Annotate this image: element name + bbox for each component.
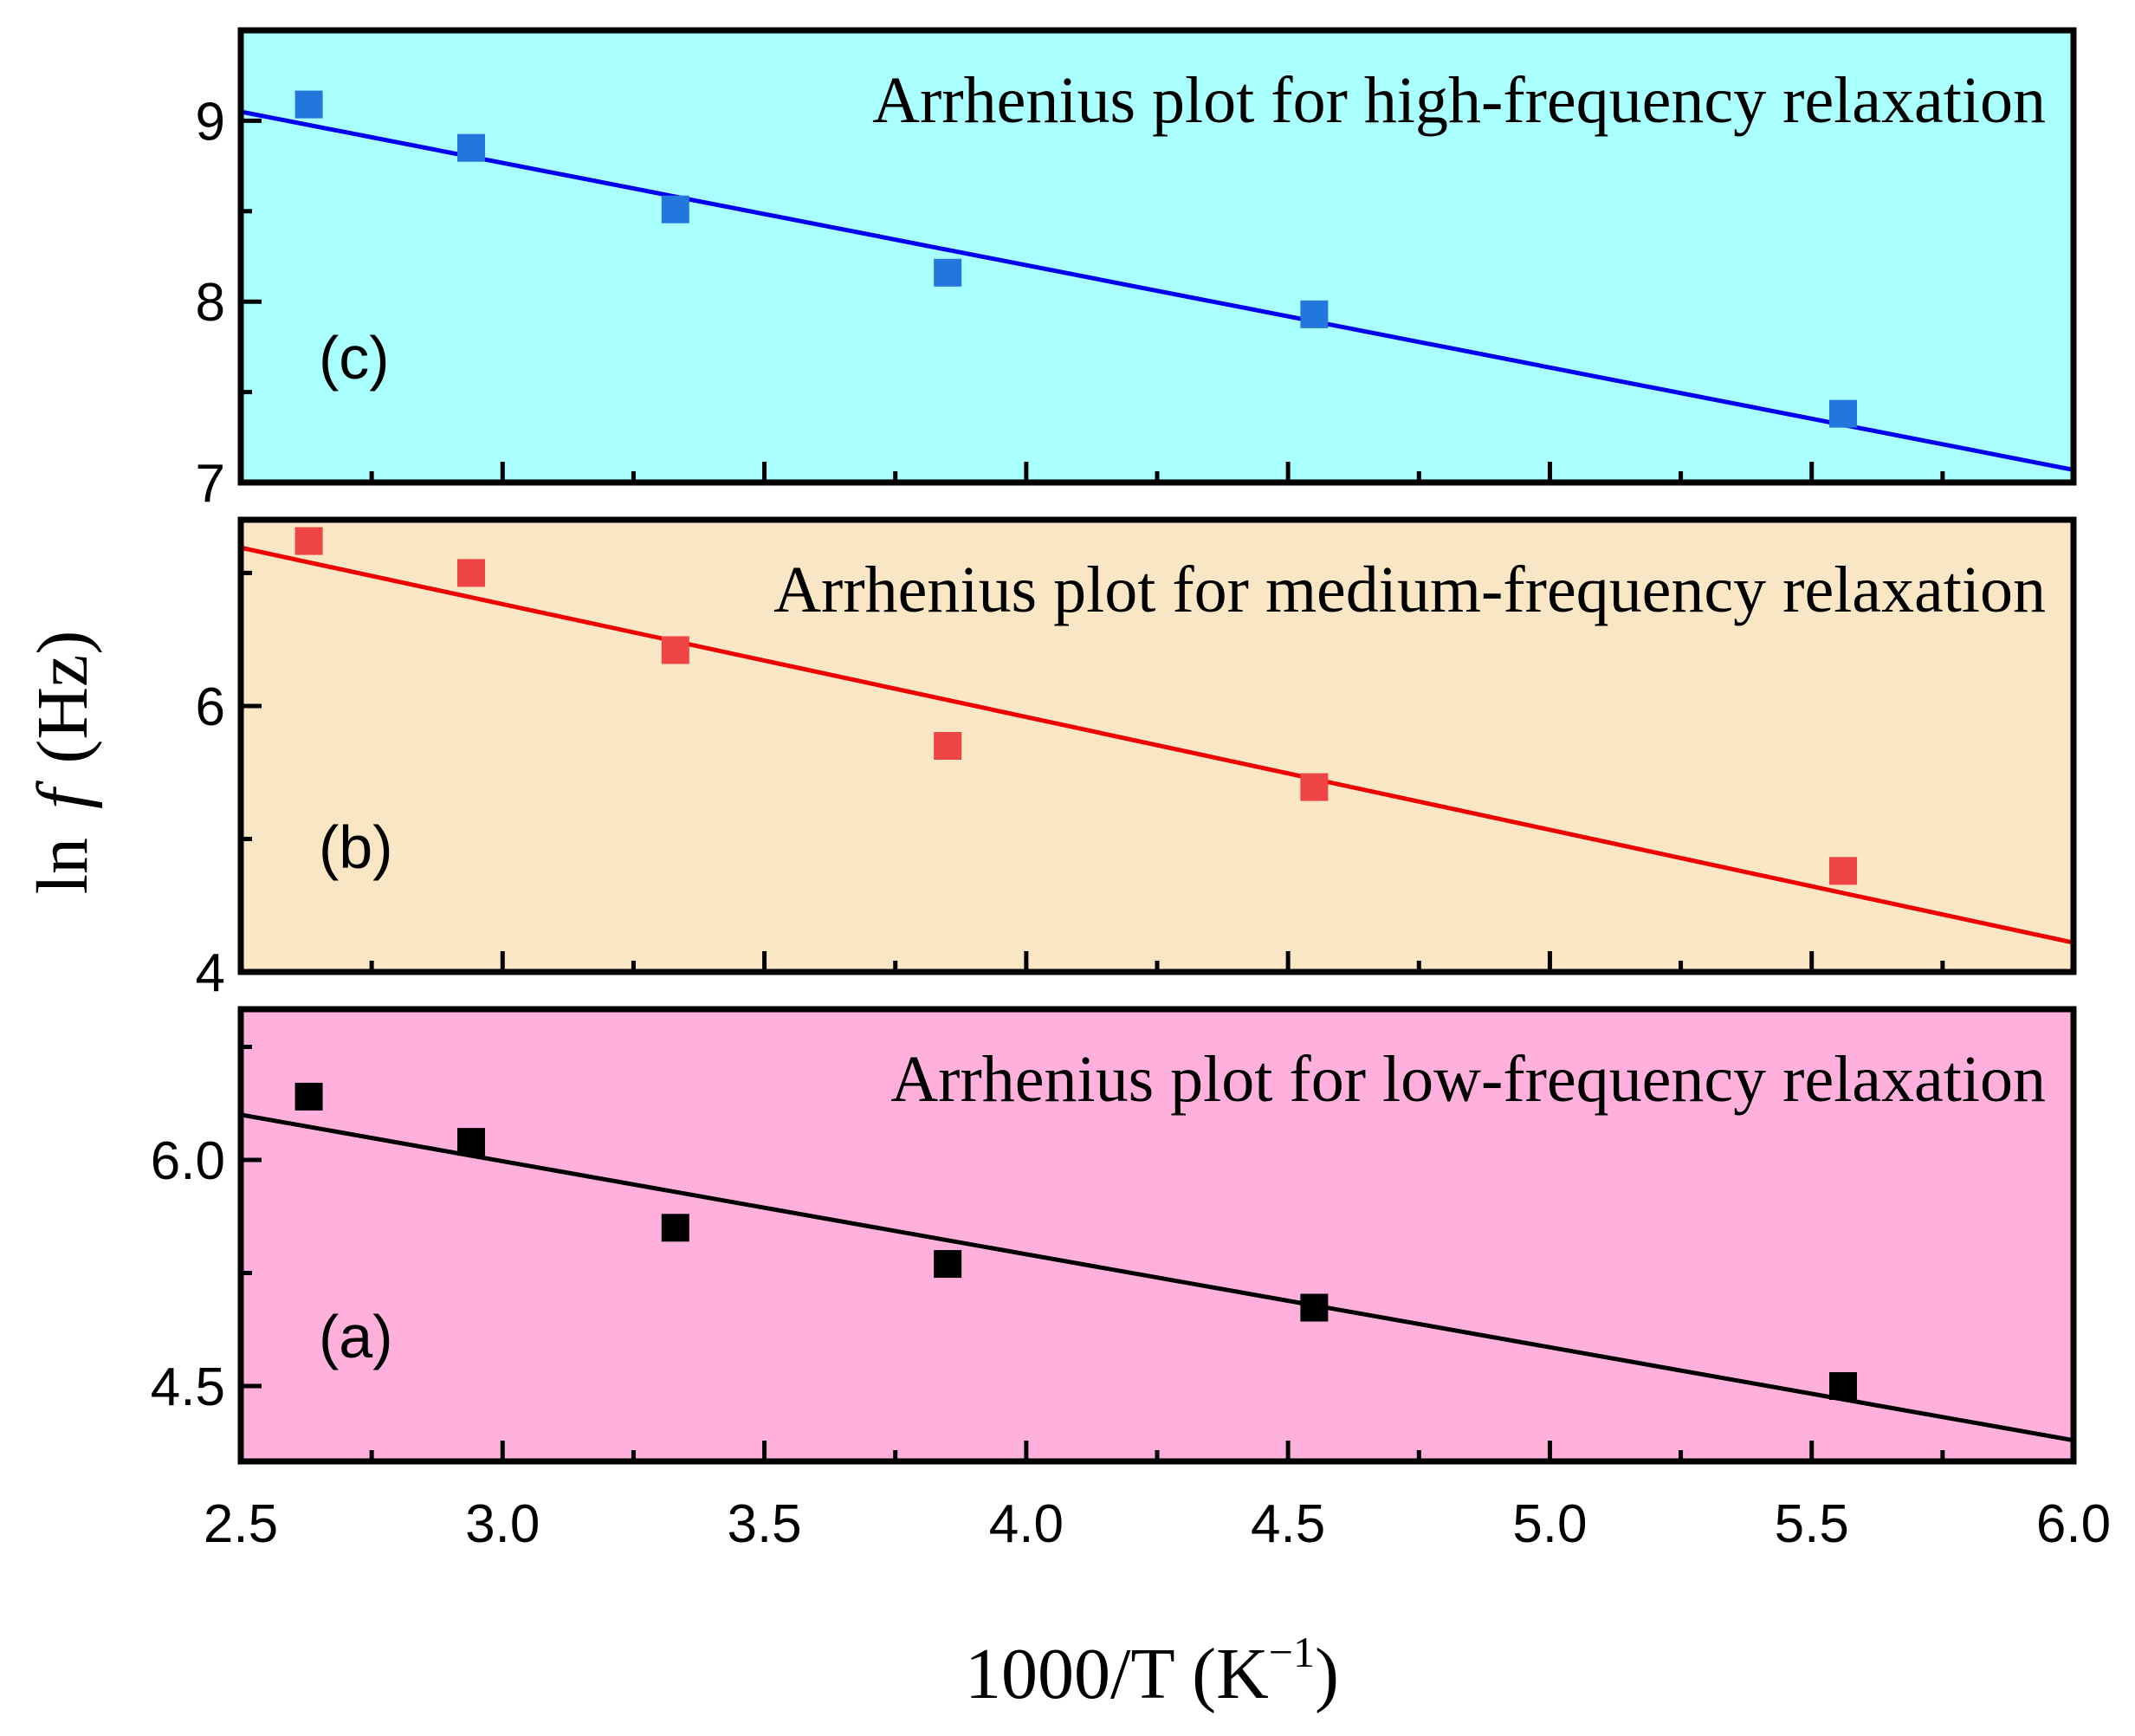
x-tick-label: 3.0 bbox=[465, 1494, 540, 1554]
x-tick-label: 4.5 bbox=[1251, 1494, 1325, 1554]
data-point bbox=[661, 195, 689, 223]
panel-frame bbox=[237, 1006, 2077, 1465]
data-point bbox=[934, 732, 962, 760]
y-tick-label: 4 bbox=[196, 943, 225, 1003]
panel-frame bbox=[237, 27, 2077, 486]
plot-area bbox=[241, 90, 2074, 472]
data-point bbox=[934, 258, 962, 287]
y-axis: 4.5 6.0 bbox=[151, 1045, 262, 1417]
plot-area bbox=[241, 527, 2074, 945]
panel-c: 7 8 9 Arrhenius plot for high-frequency rel… bbox=[196, 27, 2077, 514]
fit-line bbox=[241, 1112, 2074, 1443]
data-point bbox=[294, 527, 323, 555]
data-point bbox=[661, 1214, 689, 1242]
x-axis-title: 1000/T (K−1) bbox=[965, 1628, 1339, 1714]
data-point bbox=[1300, 773, 1329, 801]
x-tick-label: 5.5 bbox=[1775, 1494, 1849, 1554]
data-point bbox=[457, 1128, 486, 1156]
data-point bbox=[1300, 300, 1329, 328]
panel-label: (a) bbox=[319, 1303, 393, 1370]
y-tick-label: 6.0 bbox=[151, 1131, 225, 1191]
data-point bbox=[457, 133, 486, 162]
y-tick-label: 8 bbox=[196, 273, 225, 333]
data-point bbox=[457, 559, 486, 587]
panel-background bbox=[241, 30, 2074, 483]
x-tick-label: 5.0 bbox=[1512, 1494, 1587, 1554]
data-point bbox=[1828, 857, 1857, 885]
panel-title: Arrhenius plot for low-frequency relaxat… bbox=[890, 1043, 2046, 1116]
data-point bbox=[934, 1250, 962, 1279]
panel-a: 4.5 6.0 Arrhenius plot for low-frequency r… bbox=[151, 1006, 2077, 1465]
y-axis-title: ln f (Hz) bbox=[23, 631, 103, 895]
data-point bbox=[1300, 1293, 1329, 1322]
fit-line bbox=[241, 109, 2074, 472]
y-axis: 46 bbox=[196, 570, 262, 1003]
y-tick-label: 6 bbox=[196, 677, 225, 737]
data-point bbox=[1828, 399, 1857, 428]
panel-frame bbox=[237, 516, 2077, 975]
data-point bbox=[294, 1082, 323, 1111]
x-tick-label: 2.5 bbox=[204, 1494, 278, 1554]
fit-line bbox=[241, 545, 2074, 945]
x-tick-label: 4.0 bbox=[989, 1494, 1064, 1554]
x-tick-label: 6.0 bbox=[2036, 1494, 2111, 1554]
panel-title: Arrhenius plot for high-frequency relaxa… bbox=[872, 64, 2046, 137]
panel-label: (c) bbox=[319, 324, 390, 392]
x-tick-label: 3.5 bbox=[727, 1494, 801, 1554]
data-point bbox=[661, 636, 689, 664]
y-tick-label: 9 bbox=[196, 92, 225, 152]
plot-area bbox=[241, 1082, 2074, 1443]
y-tick-label: 4.5 bbox=[151, 1357, 225, 1417]
panel-title: Arrhenius plot for medium-frequency rela… bbox=[773, 554, 2046, 626]
y-tick-label: 7 bbox=[196, 454, 225, 514]
data-point bbox=[1828, 1372, 1857, 1400]
data-point bbox=[294, 90, 323, 119]
panel-label: (b) bbox=[319, 813, 393, 881]
